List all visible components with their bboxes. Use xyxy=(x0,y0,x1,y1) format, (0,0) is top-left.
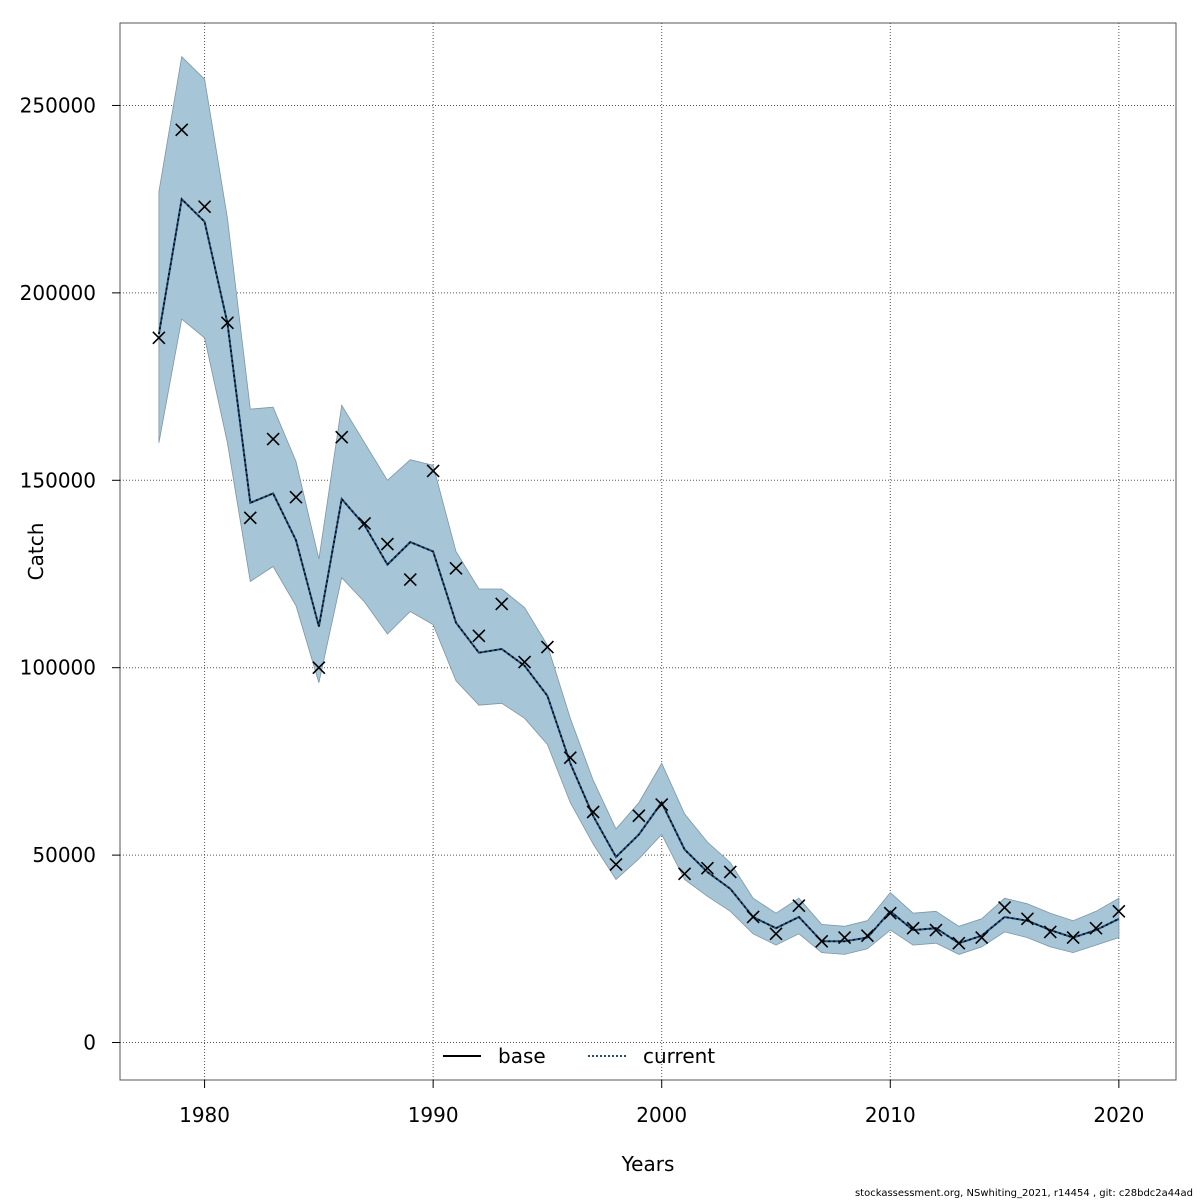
observed-point xyxy=(838,931,852,945)
observed-point xyxy=(220,316,234,330)
observed-point xyxy=(1066,931,1080,945)
observed-point xyxy=(746,910,760,924)
observed-point xyxy=(426,464,440,478)
observed-point xyxy=(335,430,349,444)
observed-point xyxy=(563,751,577,765)
observed-point xyxy=(472,629,486,643)
footer-note: stockassessment.org, NSwhiting_2021, r14… xyxy=(855,1188,1193,1199)
confidence-band xyxy=(158,55,1120,955)
observed-point xyxy=(266,432,280,446)
observed-point xyxy=(952,936,966,950)
x-tick-label: 2010 xyxy=(865,1103,916,1127)
observed-point xyxy=(609,857,623,872)
y-tick-label: 250000 xyxy=(20,93,96,117)
observed-point xyxy=(792,899,806,913)
observed-point xyxy=(312,661,326,675)
observed-point xyxy=(358,516,372,530)
legend-label-base: base xyxy=(498,1044,546,1068)
observed-point xyxy=(815,934,829,948)
observed-point xyxy=(198,200,212,214)
observed-point xyxy=(1089,921,1103,935)
observed-point xyxy=(152,331,166,345)
y-tick-label: 50000 xyxy=(32,843,96,867)
observed-point xyxy=(495,597,509,611)
observed-point xyxy=(906,921,920,935)
x-axis: 1980 1990 2000 2010 2020 xyxy=(179,1080,1144,1127)
observed-point xyxy=(1043,925,1057,939)
observed-point xyxy=(860,929,874,943)
y-tick-label: 0 xyxy=(83,1031,96,1055)
observed-point xyxy=(175,123,189,137)
observed-point xyxy=(883,906,897,920)
series-line-base xyxy=(158,197,1120,945)
y-tick-label: 100000 xyxy=(20,656,96,680)
observed-point xyxy=(678,867,692,881)
observed-point xyxy=(723,865,737,879)
observed-point xyxy=(998,901,1012,915)
observed-point xyxy=(632,809,646,823)
observed-point xyxy=(700,861,714,875)
x-tick-label: 2000 xyxy=(636,1103,687,1127)
observed-point xyxy=(1020,912,1034,926)
y-tick-label: 200000 xyxy=(20,281,96,305)
legend-label-current: current xyxy=(643,1044,715,1068)
observed-point xyxy=(540,640,554,654)
plot-frame xyxy=(119,22,1177,1081)
legend: base current xyxy=(443,1044,715,1068)
x-tick-label: 2020 xyxy=(1093,1103,1144,1127)
observed-point xyxy=(449,561,463,575)
observed-point xyxy=(380,537,394,551)
x-tick-label: 1980 xyxy=(179,1103,230,1127)
observed-points xyxy=(152,123,1126,950)
x-axis-title: Years xyxy=(621,1152,675,1176)
y-tick-label: 150000 xyxy=(20,468,96,492)
observed-point xyxy=(655,797,669,812)
observed-point xyxy=(929,923,943,937)
observed-point xyxy=(586,805,600,819)
x-tick-label: 1990 xyxy=(408,1103,459,1127)
observed-point xyxy=(289,490,303,504)
observed-point xyxy=(403,573,417,587)
observed-point xyxy=(518,655,532,669)
y-axis: 0 50000 100000 150000 200000 250000 xyxy=(20,93,120,1055)
observed-point xyxy=(975,931,989,945)
observed-point xyxy=(769,927,783,941)
y-axis-title: Catch xyxy=(24,523,48,581)
observed-point xyxy=(243,511,257,525)
observed-point xyxy=(1112,904,1126,918)
